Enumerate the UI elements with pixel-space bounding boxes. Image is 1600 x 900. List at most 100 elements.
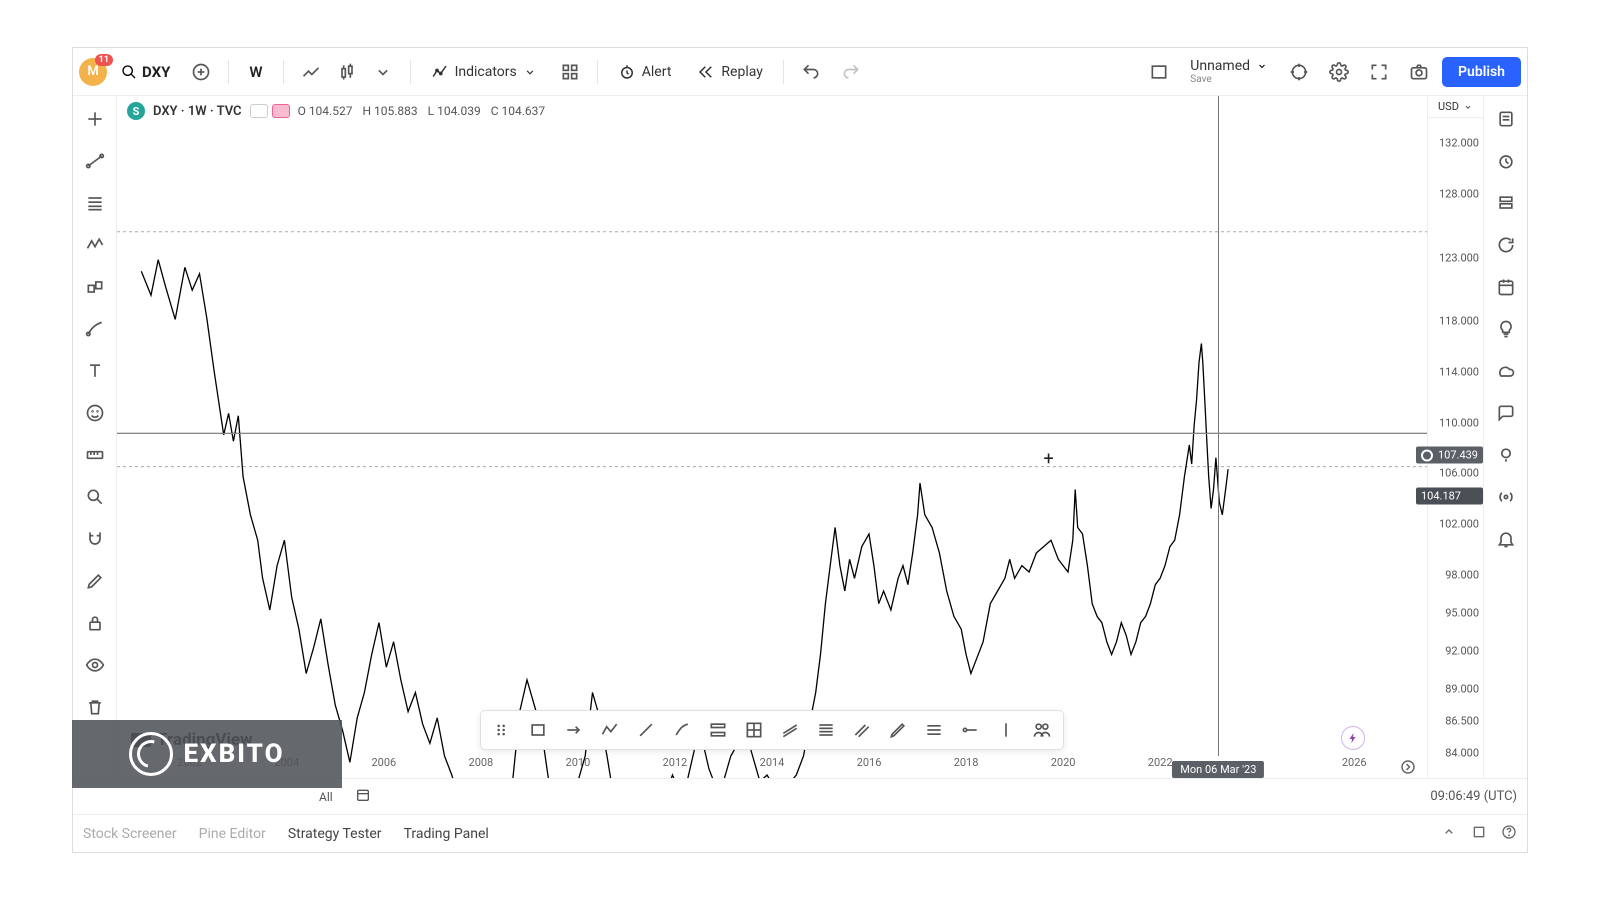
goto-calendar[interactable] (347, 783, 379, 810)
refresh-button[interactable] (1491, 230, 1521, 260)
currency-selector[interactable]: USD (1428, 96, 1483, 118)
calendar-button[interactable] (1491, 272, 1521, 302)
zoom-tool[interactable] (80, 482, 110, 512)
goto-date-button[interactable] (1399, 758, 1417, 776)
ft-arrow[interactable] (557, 715, 591, 745)
time-tick: 2006 (371, 756, 396, 769)
chart-area[interactable]: S DXY · 1W · TVC O 104.527 H 105.883 L 1… (117, 96, 1427, 778)
calendar-icon (1496, 277, 1516, 297)
ft-grip[interactable] (485, 715, 519, 745)
templates-button[interactable] (553, 55, 587, 89)
panel-strategy-tester[interactable]: Strategy Tester (288, 826, 382, 842)
chevron-up-icon (1441, 824, 1457, 840)
chart-container: S DXY · 1W · TVC O 104.527 H 105.883 L 1… (117, 96, 1483, 778)
bell-button[interactable] (1491, 524, 1521, 554)
chat-button[interactable] (1491, 398, 1521, 428)
candle-chart-button[interactable] (330, 55, 364, 89)
last-price-tag: 104.187 (1416, 488, 1483, 505)
watchlist-button[interactable] (1491, 104, 1521, 134)
collapse-button[interactable] (1441, 824, 1457, 844)
forecast-tool[interactable] (80, 272, 110, 302)
ft-polyline[interactable] (593, 715, 627, 745)
edit-tool[interactable] (80, 566, 110, 596)
cloud-button[interactable] (1491, 356, 1521, 386)
lock-tool[interactable] (80, 608, 110, 638)
gear-icon (1329, 62, 1349, 82)
chart-type-dropdown[interactable] (366, 55, 400, 89)
price-axis[interactable]: USD 132.000128.000123.000118.000114.0001… (1427, 96, 1483, 778)
maximize-button[interactable] (1471, 824, 1487, 844)
interval-selector[interactable]: W (239, 63, 272, 81)
pattern-tool[interactable] (80, 230, 110, 260)
line-chart-button[interactable] (294, 55, 328, 89)
redo-button[interactable] (834, 55, 868, 89)
range-all[interactable]: All (311, 786, 341, 808)
ft-fib[interactable] (809, 715, 843, 745)
publish-button[interactable]: Publish (1442, 57, 1521, 87)
stream-button[interactable] (1491, 482, 1521, 512)
layout-grid-button[interactable] (1142, 55, 1176, 89)
ft-grid[interactable] (737, 715, 771, 745)
ft-rect[interactable] (521, 715, 555, 745)
undo-button[interactable] (794, 55, 828, 89)
brush-tool[interactable] (80, 314, 110, 344)
time-tick: 2012 (663, 756, 688, 769)
panel-stock-screener[interactable]: Stock Screener (83, 826, 177, 842)
ft-hlines2[interactable] (917, 715, 951, 745)
eye-tool[interactable] (80, 650, 110, 680)
ideas-button[interactable] (1491, 314, 1521, 344)
time-tick: 2020 (1051, 756, 1076, 769)
exbito-text: EXBITO (183, 739, 284, 769)
emoji-tool[interactable] (80, 398, 110, 428)
quick-search-button[interactable] (1282, 55, 1316, 89)
ft-ray[interactable] (953, 715, 987, 745)
hotlist-button[interactable] (1491, 188, 1521, 218)
measure-tool[interactable] (80, 440, 110, 470)
cursor-tool[interactable] (80, 104, 110, 134)
help-button[interactable] (1501, 824, 1517, 844)
ft-line[interactable] (629, 715, 663, 745)
chevron-down-icon (373, 62, 393, 82)
ft-people[interactable] (1025, 715, 1059, 745)
ft-channel[interactable] (773, 715, 807, 745)
indicators-label: Indicators (455, 64, 517, 80)
panel-trading-panel[interactable]: Trading Panel (404, 826, 489, 842)
replay-icon (697, 63, 715, 81)
price-tick: 84.000 (1445, 746, 1479, 759)
zoom-icon (85, 487, 105, 507)
top-toolbar: M 11 DXY W Indicators Alert (73, 48, 1527, 96)
magnet-tool[interactable] (80, 524, 110, 554)
snapshot-button[interactable] (1402, 55, 1436, 89)
user-avatar[interactable]: M 11 (79, 58, 107, 86)
fullscreen-button[interactable] (1362, 55, 1396, 89)
alert-button[interactable]: Alert (608, 55, 682, 89)
calendar2-icon (355, 787, 371, 803)
grid-icon (560, 62, 580, 82)
ft-brush[interactable] (665, 715, 699, 745)
grid2-icon (744, 720, 764, 740)
smile-icon (85, 403, 105, 423)
price-tick: 123.000 (1439, 251, 1479, 264)
bell-icon (1496, 529, 1516, 549)
fib-tool[interactable] (80, 188, 110, 218)
layout-name-button[interactable]: Unnamed Save (1182, 58, 1276, 85)
ft-parallel[interactable] (845, 715, 879, 745)
pencil2-icon (888, 720, 908, 740)
trash-tool[interactable] (80, 692, 110, 722)
redo-icon (841, 62, 861, 82)
lightning-button[interactable] (1341, 726, 1365, 750)
ft-vline[interactable] (989, 715, 1023, 745)
ideas2-button[interactable] (1491, 440, 1521, 470)
add-button[interactable] (184, 55, 218, 89)
replay-button[interactable]: Replay (687, 55, 772, 89)
indicators-button[interactable]: Indicators (421, 55, 547, 89)
text-tool[interactable] (80, 356, 110, 386)
price-tick: 102.000 (1439, 518, 1479, 531)
panel-pine-editor[interactable]: Pine Editor (199, 826, 266, 842)
alerts-panel-button[interactable] (1491, 146, 1521, 176)
ft-hbars[interactable] (701, 715, 735, 745)
symbol-search[interactable]: DXY (113, 59, 178, 85)
settings-button[interactable] (1322, 55, 1356, 89)
trendline-tool[interactable] (80, 146, 110, 176)
ft-pencil[interactable] (881, 715, 915, 745)
